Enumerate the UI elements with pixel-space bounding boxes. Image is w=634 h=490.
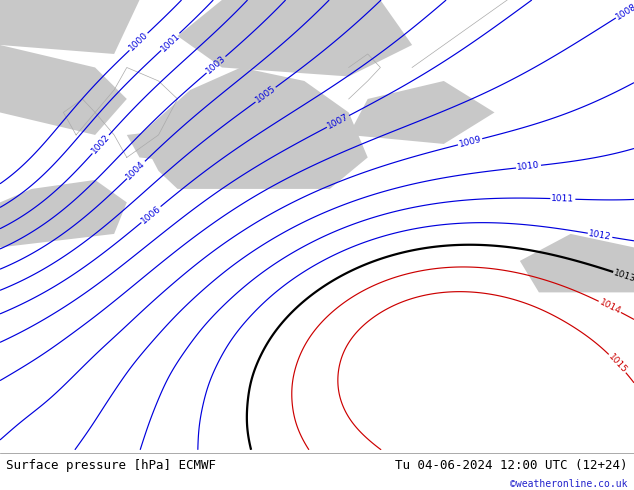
Polygon shape [0, 0, 139, 54]
Text: 1011: 1011 [551, 194, 574, 204]
Text: Tu 04-06-2024 12:00 UTC (12+24): Tu 04-06-2024 12:00 UTC (12+24) [395, 460, 628, 472]
Text: 1007: 1007 [326, 112, 350, 131]
Text: 1004: 1004 [125, 159, 147, 181]
Text: 1003: 1003 [204, 54, 228, 75]
Text: ©weatheronline.co.uk: ©weatheronline.co.uk [510, 479, 628, 489]
Text: 1012: 1012 [588, 229, 612, 242]
Text: 1009: 1009 [458, 135, 482, 149]
Polygon shape [0, 45, 127, 135]
Polygon shape [127, 126, 241, 167]
Polygon shape [0, 180, 127, 247]
Polygon shape [349, 81, 495, 144]
Text: 1001: 1001 [158, 31, 182, 53]
Text: 1006: 1006 [139, 204, 163, 225]
Text: Surface pressure [hPa] ECMWF: Surface pressure [hPa] ECMWF [6, 460, 216, 472]
Text: 1008: 1008 [614, 1, 634, 21]
Polygon shape [139, 68, 368, 189]
Text: 1015: 1015 [606, 352, 629, 375]
Text: 1014: 1014 [598, 297, 622, 316]
Text: 1005: 1005 [254, 84, 278, 105]
Text: 1013: 1013 [613, 268, 634, 284]
Text: 1000: 1000 [127, 30, 150, 53]
Text: 1010: 1010 [517, 161, 540, 172]
Polygon shape [178, 0, 412, 76]
Text: 1002: 1002 [89, 133, 112, 156]
Polygon shape [520, 234, 634, 293]
